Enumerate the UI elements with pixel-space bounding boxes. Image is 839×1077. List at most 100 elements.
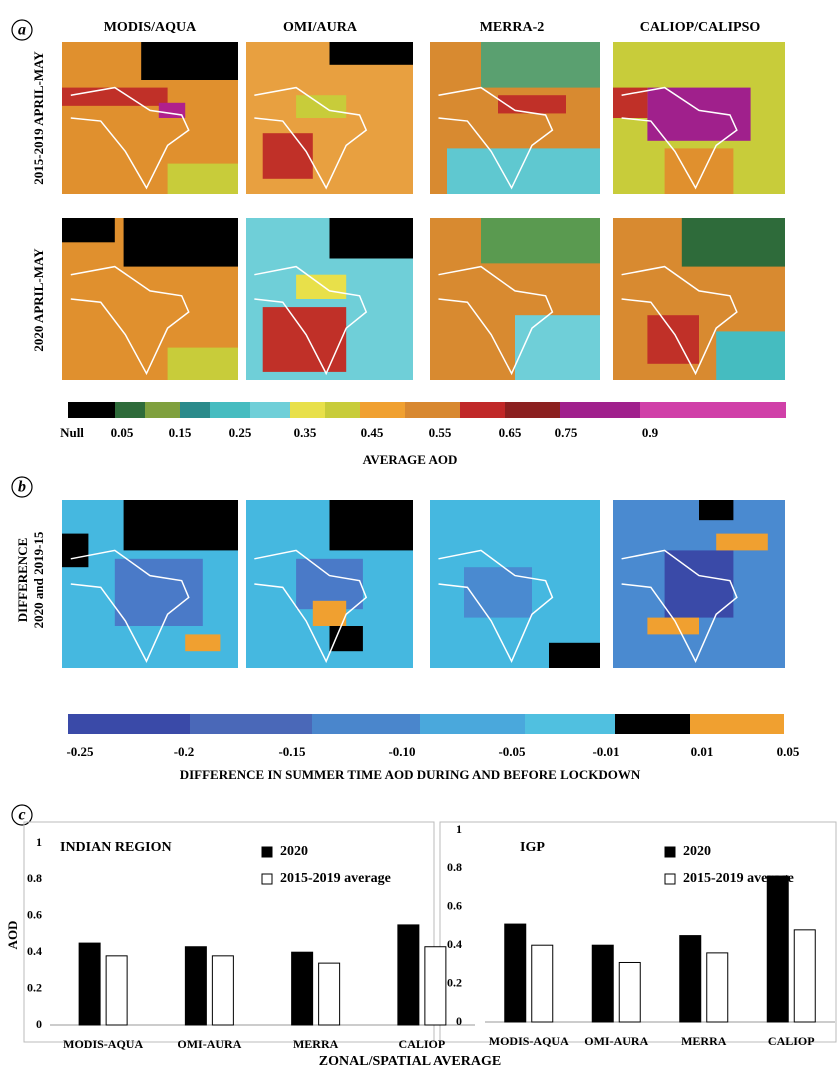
- colorbar-segment: [190, 714, 312, 734]
- panel-label: a: [18, 22, 26, 39]
- x-tick-label: OMI-AURA: [584, 1034, 648, 1048]
- colorbar-label: 0.25: [229, 425, 252, 440]
- bar: [592, 945, 613, 1022]
- colorbar-segment: [505, 402, 560, 418]
- colorbar-segment: [250, 402, 290, 418]
- bar: [106, 956, 127, 1025]
- y-tick-label: 0.6: [447, 899, 462, 913]
- map-region: [141, 42, 238, 80]
- bar: [319, 963, 340, 1025]
- y-tick-label: 0.8: [447, 860, 462, 874]
- legend-swatch: [665, 847, 675, 857]
- colorbar-segment: [420, 714, 525, 734]
- map-region: [665, 550, 734, 617]
- map-region: [313, 601, 346, 626]
- map-region: [115, 559, 203, 626]
- colorbar-segment: [525, 714, 615, 734]
- colorbar-segment: [115, 402, 145, 418]
- colorbar-segment: [640, 402, 786, 418]
- colorbar-label: -0.2: [174, 744, 195, 759]
- y-tick-label: 1: [36, 835, 42, 849]
- map-region: [124, 500, 238, 550]
- bar: [212, 956, 233, 1025]
- map-region: [647, 618, 699, 635]
- colorbar-label: 0.05: [111, 425, 134, 440]
- chart-title: INDIAN REGION: [60, 840, 172, 855]
- map-region: [168, 164, 238, 194]
- map-region: [647, 88, 750, 141]
- legend-label: 2020: [280, 844, 308, 859]
- map-title: MODIS/AQUA: [104, 20, 197, 35]
- map-region: [447, 148, 600, 194]
- colorbar-label: 0.55: [429, 425, 452, 440]
- colorbar-label: -0.10: [388, 744, 415, 759]
- y-tick-label: 1: [456, 822, 462, 836]
- legend-label: 2015-2019 average: [280, 871, 391, 886]
- map-region: [62, 88, 168, 106]
- colorbar-segment: [145, 402, 180, 418]
- colorbar-segment: [180, 402, 210, 418]
- x-axis-label: ZONAL/SPATIAL AVERAGE: [319, 1054, 501, 1069]
- colorbar-segment: [560, 402, 640, 418]
- map-region: [62, 218, 115, 242]
- x-tick-label: CALIOP: [768, 1034, 815, 1048]
- colorbar-label: 0.9: [642, 425, 659, 440]
- legend-swatch: [262, 874, 272, 884]
- colorbar-label: 0.15: [169, 425, 192, 440]
- map-region: [481, 42, 600, 88]
- y-tick-label: 0.6: [27, 908, 42, 922]
- colorbar-segment: [210, 402, 250, 418]
- bar: [794, 930, 815, 1022]
- map-region: [481, 218, 600, 263]
- colorbar-segment: [325, 402, 360, 418]
- x-tick-label: MERRA: [293, 1037, 339, 1051]
- colorbar-segment: [690, 714, 784, 734]
- colorbar-label: Null: [60, 425, 84, 440]
- row-label: 2020 APRIL-MAY: [31, 248, 46, 352]
- y-tick-label: 0.8: [27, 871, 42, 885]
- bar: [425, 947, 446, 1025]
- map-region: [330, 626, 363, 651]
- legend-label: 2015-2019 average: [683, 871, 794, 886]
- map-region: [699, 500, 733, 520]
- map-title: OMI/AURA: [283, 20, 358, 35]
- map-region: [185, 634, 220, 651]
- colorbar-label: 0.01: [691, 744, 714, 759]
- bar: [707, 953, 728, 1022]
- map-region: [682, 218, 785, 267]
- y-tick-label: 0.4: [27, 944, 42, 958]
- bar: [619, 962, 640, 1022]
- legend-label: 2020: [683, 844, 711, 859]
- y-axis-label: AOD: [5, 921, 20, 950]
- colorbar-label: 0.75: [555, 425, 578, 440]
- difference-label: DIFFERENCE: [15, 538, 30, 623]
- bar: [292, 952, 313, 1025]
- map-region: [62, 534, 88, 568]
- map-region: [168, 348, 238, 380]
- map-region: [464, 567, 532, 617]
- x-tick-label: MERRA: [681, 1034, 727, 1048]
- colorbar-title: AVERAGE AOD: [363, 452, 458, 467]
- colorbar-label: 0.45: [361, 425, 384, 440]
- colorbar-segment: [68, 402, 115, 418]
- map-region: [296, 275, 346, 299]
- colorbar-segment: [290, 402, 325, 418]
- map-region: [263, 133, 313, 179]
- map-title: MERRA-2: [480, 20, 545, 35]
- map-region: [330, 218, 414, 259]
- bar: [767, 876, 788, 1022]
- colorbar-label: 0.05: [777, 744, 800, 759]
- colorbar-segment: [68, 714, 190, 734]
- legend-swatch: [665, 874, 675, 884]
- colorbar-segment: [312, 714, 420, 734]
- colorbar-label: -0.15: [278, 744, 306, 759]
- y-tick-label: 0.4: [447, 937, 462, 951]
- map-region: [330, 42, 414, 65]
- map-title: CALIOP/CALIPSO: [640, 20, 761, 35]
- panel-label: c: [18, 807, 25, 824]
- colorbar-segment: [360, 402, 405, 418]
- map-region: [498, 95, 566, 113]
- map-region: [665, 148, 734, 194]
- colorbar-label: -0.05: [498, 744, 526, 759]
- bar: [185, 947, 206, 1025]
